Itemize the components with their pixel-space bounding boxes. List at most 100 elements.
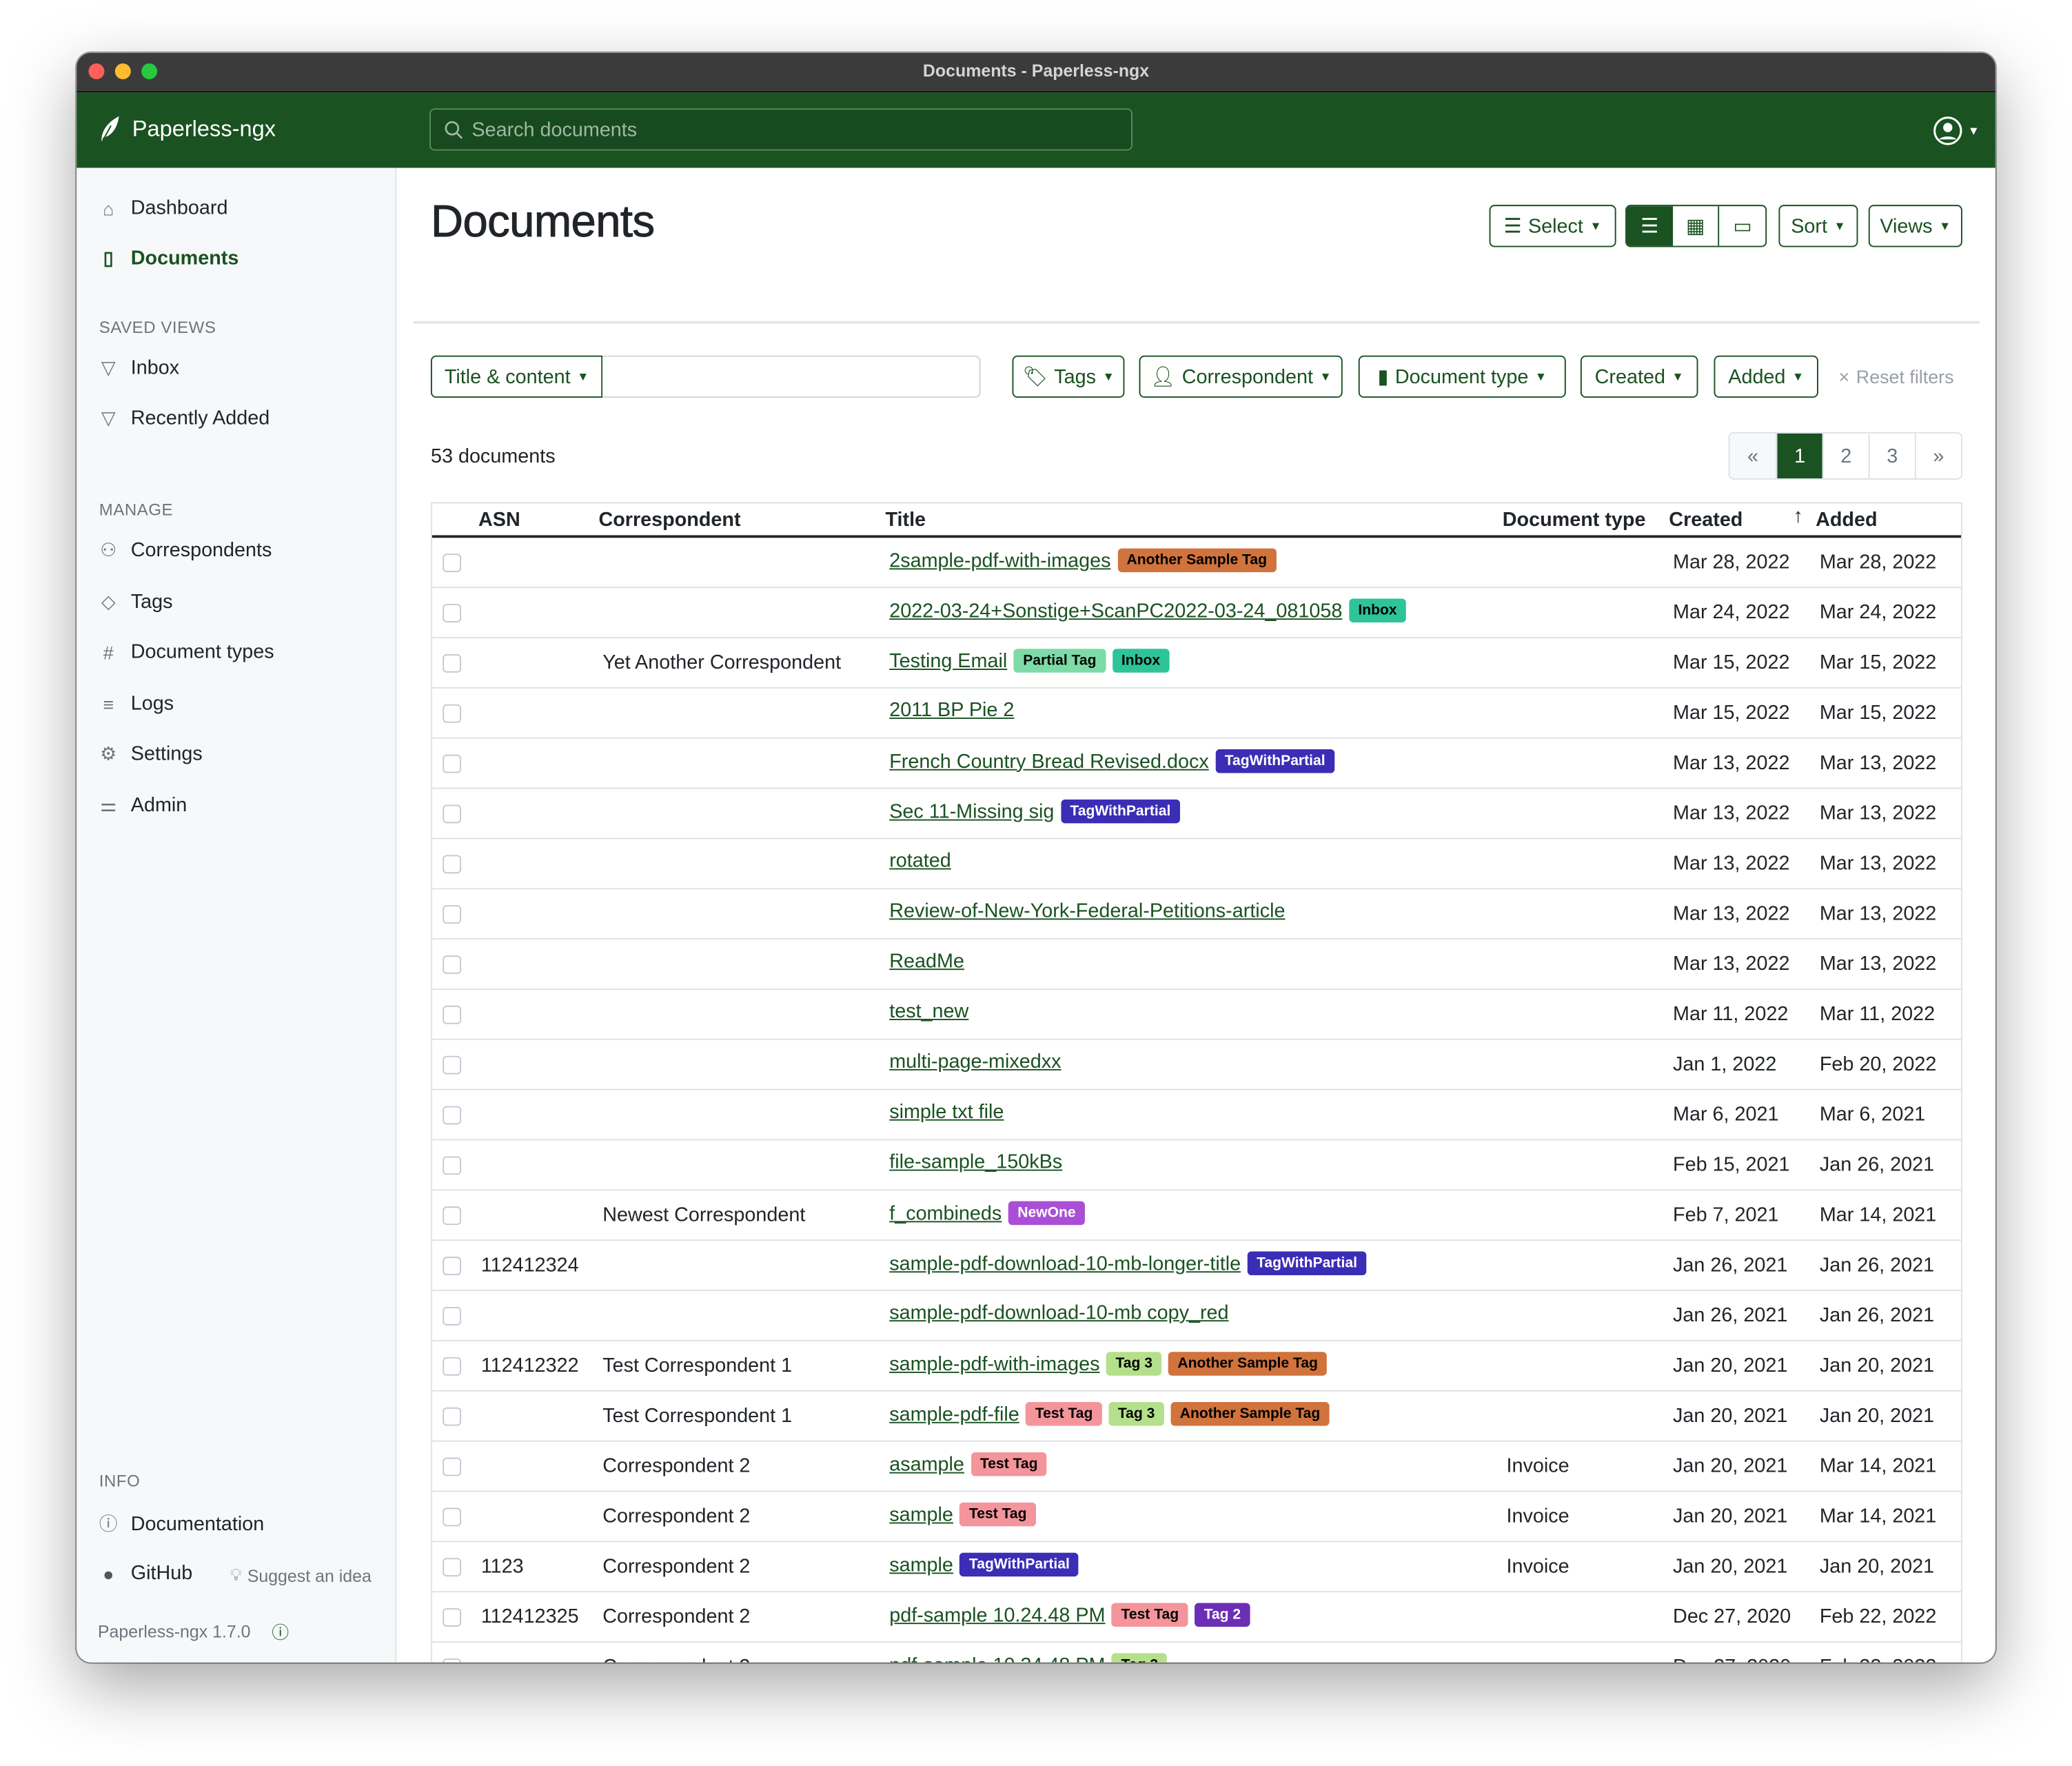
row-checkbox[interactable]	[443, 1658, 462, 1663]
row-checkbox[interactable]	[443, 1508, 462, 1527]
row-checkbox[interactable]	[443, 1005, 462, 1024]
row-checkbox[interactable]	[443, 1055, 462, 1075]
document-type-cell[interactable]: Invoice	[1506, 1505, 1570, 1528]
document-title-link[interactable]: pdf-sample 10.24.48 PM	[889, 1603, 1106, 1626]
row-checkbox[interactable]	[443, 1457, 462, 1476]
text-filter-mode-dropdown[interactable]: Title & content ▼	[430, 355, 603, 398]
column-header-added[interactable]: Added	[1816, 509, 1878, 531]
tag-badge[interactable]: Test Tag	[1112, 1603, 1188, 1627]
row-checkbox[interactable]	[443, 1206, 462, 1226]
select-button[interactable]: ☰ Select ▼	[1489, 205, 1616, 247]
column-header-title[interactable]: Title	[885, 509, 926, 531]
correspondent-cell[interactable]: Correspondent 2	[602, 1555, 751, 1579]
correspondent-cell[interactable]: Correspondent 2	[602, 1505, 751, 1528]
table-row[interactable]: 2sample-pdf-with-images Another Sample Ta…	[431, 538, 1961, 589]
document-title-link[interactable]: 2022-03-24+Sonstige+ScanPC2022-03-24_081…	[889, 599, 1343, 622]
tags-filter-dropdown[interactable]: 🏷︎ Tags ▼	[1012, 355, 1125, 398]
sidebar-item-admin[interactable]: ⚌ Admin	[98, 794, 187, 817]
row-checkbox[interactable]	[443, 1156, 462, 1175]
correspondent-cell[interactable]: Correspondent 2	[602, 1454, 751, 1478]
table-row[interactable]: file-sample_150kBs Feb 15, 2021 Jan 26, 20…	[431, 1140, 1961, 1191]
tag-badge[interactable]: Tag 3	[1112, 1653, 1168, 1663]
row-checkbox[interactable]	[443, 1407, 462, 1426]
tag-badge[interactable]: Tag 3	[1108, 1402, 1164, 1426]
table-row[interactable]: Correspondent 2 asample Test Tag Invoice Jan…	[431, 1442, 1961, 1492]
minimize-window-button[interactable]	[114, 63, 131, 80]
sidebar-item-documents[interactable]: ▯ Documents	[98, 247, 239, 270]
sidebar-item-document-types[interactable]: # Document types	[98, 641, 274, 664]
sidebar-item-documentation[interactable]: ⓘ Documentation	[98, 1510, 264, 1536]
sidebar-item-tags[interactable]: ◇ Tags	[98, 591, 173, 613]
row-checkbox[interactable]	[443, 704, 462, 723]
row-checkbox[interactable]	[443, 955, 462, 974]
document-title-link[interactable]: sample-pdf-download-10-mb-longer-title	[889, 1252, 1241, 1275]
sidebar-item-github[interactable]: ● GitHub	[98, 1562, 192, 1585]
table-row[interactable]: French Country Bread Revised.docx TagWith…	[431, 739, 1961, 789]
column-header-asn[interactable]: ASN	[478, 509, 520, 531]
sidebar-item-settings[interactable]: ⚙ Settings	[98, 742, 203, 765]
table-row[interactable]: Test Correspondent 1 sample-pdf-file Test …	[431, 1392, 1961, 1442]
document-title-link[interactable]: simple txt file	[889, 1100, 1004, 1124]
row-checkbox[interactable]	[443, 905, 462, 924]
document-title-link[interactable]: file-sample_150kBs	[889, 1150, 1063, 1174]
column-header-created[interactable]: Created	[1669, 509, 1743, 531]
pagination-prev[interactable]: «	[1729, 433, 1776, 478]
document-title-link[interactable]: test_new	[889, 1000, 969, 1023]
search-input[interactable]: Search documents	[429, 108, 1133, 151]
sidebar-item-correspondents[interactable]: ⚇ Correspondents	[98, 539, 272, 562]
document-title-link[interactable]: Testing Email	[889, 649, 1008, 672]
correspondent-cell[interactable]: Correspondent 2	[602, 1605, 751, 1628]
document-type-cell[interactable]: Invoice	[1506, 1454, 1570, 1478]
tag-badge[interactable]: Another Sample Tag	[1117, 548, 1277, 573]
table-row[interactable]: Correspondent 2 pdf-sample 10.24.48 PM Tag…	[432, 1643, 1961, 1663]
row-checkbox[interactable]	[443, 554, 462, 573]
list-view-icon[interactable]: ☰	[1626, 206, 1673, 246]
tag-badge[interactable]: TagWithPartial	[1061, 799, 1180, 824]
correspondent-cell[interactable]: Newest Correspondent	[602, 1204, 806, 1227]
table-row[interactable]: simple txt file Mar 6, 2021 Mar 6, 2021	[431, 1090, 1961, 1141]
sidebar-item-dashboard[interactable]: ⌂ Dashboard	[98, 197, 227, 220]
sort-button[interactable]: Sort ▼	[1778, 205, 1858, 247]
sidebar-item-logs[interactable]: ≡ Logs	[98, 693, 174, 715]
document-title-link[interactable]: pdf-sample 10.24.48 PM	[889, 1654, 1105, 1662]
table-row[interactable]: multi-page-mixedxx Jan 1, 2022 Feb 20, 202…	[431, 1040, 1961, 1090]
tag-badge[interactable]: Another Sample Tag	[1168, 1352, 1328, 1376]
pagination-page-2[interactable]: 2	[1822, 433, 1869, 478]
maximize-window-button[interactable]	[141, 63, 158, 80]
document-title-link[interactable]: asample	[889, 1452, 964, 1476]
document-title-link[interactable]: French Country Bread Revised.docx	[889, 749, 1209, 773]
reset-filters-button[interactable]: × Reset filters	[1830, 355, 1962, 398]
table-row[interactable]: Yet Another Correspondent Testing Email Pa…	[431, 638, 1961, 689]
document-title-link[interactable]: Sec 11-Missing sig	[889, 800, 1055, 823]
row-checkbox[interactable]	[443, 1307, 462, 1326]
document-type-cell[interactable]: Invoice	[1506, 1555, 1570, 1579]
tag-badge[interactable]: Partial Tag	[1013, 649, 1106, 673]
table-row[interactable]: 112412324 sample-pdf-download-10-mb-longe…	[431, 1241, 1961, 1292]
table-row[interactable]: rotated Mar 13, 2022 Mar 13, 2022	[431, 839, 1961, 890]
table-row[interactable]: 1123 Correspondent 2 sample TagWithPartial I…	[431, 1542, 1961, 1593]
suggest-idea-link[interactable]: 💡︎ Suggest an idea	[230, 1565, 372, 1586]
document-title-link[interactable]: f_combineds	[889, 1201, 1002, 1225]
row-checkbox[interactable]	[443, 1357, 462, 1376]
row-checkbox[interactable]	[443, 754, 462, 773]
correspondent-cell[interactable]: Test Correspondent 1	[602, 1354, 793, 1377]
row-checkbox[interactable]	[443, 804, 462, 824]
table-row[interactable]: ReadMe Mar 13, 2022 Mar 13, 2022	[431, 940, 1961, 990]
document-title-link[interactable]: sample	[889, 1503, 953, 1526]
table-row[interactable]: 112412322 Test Correspondent 1 sample-pdf-…	[431, 1341, 1961, 1392]
added-filter-dropdown[interactable]: Added ▼	[1714, 355, 1818, 398]
tag-badge[interactable]: Test Tag	[1026, 1402, 1102, 1426]
tag-badge[interactable]: TagWithPartial	[1247, 1251, 1367, 1276]
pagination-page-3[interactable]: 3	[1868, 433, 1915, 478]
row-checkbox[interactable]	[443, 1257, 462, 1276]
row-checkbox[interactable]	[443, 1558, 462, 1577]
column-header-document-type[interactable]: Document type	[1502, 509, 1646, 531]
table-row[interactable]: 2011 BP Pie 2 Mar 15, 2022 Mar 15, 2022	[431, 689, 1961, 739]
table-row[interactable]: Sec 11-Missing sig TagWithPartial Mar 13, …	[431, 789, 1961, 840]
tag-badge[interactable]: Inbox	[1348, 598, 1407, 622]
correspondent-cell[interactable]: Yet Another Correspondent	[602, 651, 842, 674]
row-checkbox[interactable]	[443, 604, 462, 622]
table-row[interactable]: test_new Mar 11, 2022 Mar 11, 2022	[431, 990, 1961, 1040]
sidebar-item-inbox[interactable]: ▽ Inbox	[98, 357, 179, 380]
tag-badge[interactable]: NewOne	[1008, 1201, 1086, 1226]
